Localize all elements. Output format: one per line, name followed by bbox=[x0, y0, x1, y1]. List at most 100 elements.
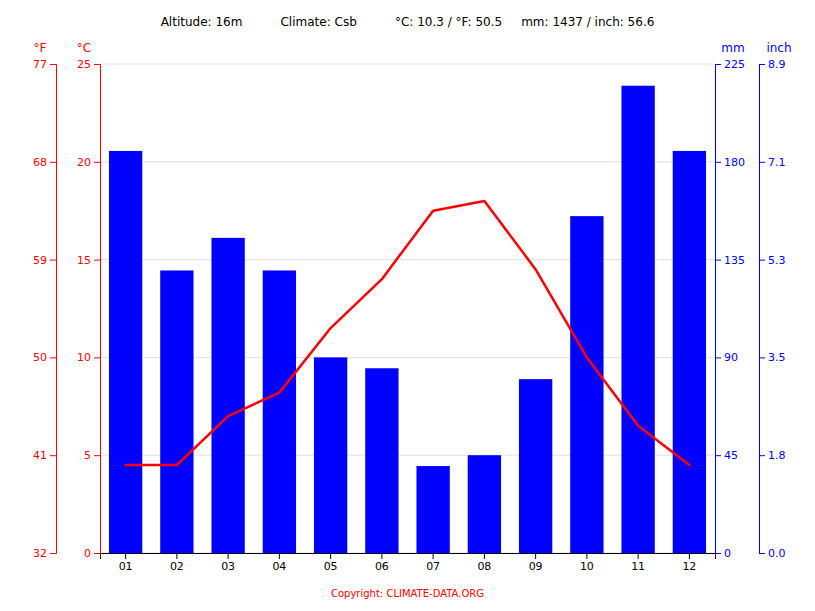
tick: 06 bbox=[375, 553, 389, 573]
tick-mark bbox=[759, 455, 765, 456]
tick-label: 0 bbox=[84, 547, 91, 560]
bar bbox=[416, 466, 449, 553]
bar bbox=[314, 357, 347, 553]
tick: 180 bbox=[715, 156, 745, 169]
tick-label: 8.9 bbox=[768, 58, 786, 71]
tick-mark bbox=[715, 455, 721, 456]
tick-label: 7.1 bbox=[768, 156, 786, 169]
tick-mark bbox=[759, 162, 765, 163]
tick-label: 90 bbox=[724, 351, 738, 364]
tick: 50 bbox=[33, 351, 56, 364]
grid bbox=[100, 64, 715, 553]
tick-label: 5.3 bbox=[768, 254, 786, 267]
tick-label: 03 bbox=[221, 560, 235, 573]
tick: 135 bbox=[715, 254, 745, 267]
tick-label: 59 bbox=[33, 254, 47, 267]
tick-label: 10 bbox=[580, 560, 594, 573]
tick: 5.3 bbox=[759, 254, 786, 267]
axis-title: mm bbox=[721, 41, 744, 55]
tick-label: 3.5 bbox=[768, 351, 786, 364]
tick: 68 bbox=[33, 156, 56, 169]
tick-mark bbox=[759, 260, 765, 261]
tick-mark bbox=[94, 260, 100, 261]
tick-label: 12 bbox=[682, 560, 696, 573]
tick-label: 06 bbox=[375, 560, 389, 573]
tick: 45 bbox=[715, 449, 738, 462]
axis-line bbox=[94, 65, 101, 554]
tick-label: 05 bbox=[324, 560, 338, 573]
y3-axis: 32 41 50 59 68 77 bbox=[33, 58, 57, 560]
axis-title: °C bbox=[77, 41, 91, 55]
bar bbox=[570, 216, 603, 553]
tick-mark bbox=[759, 64, 765, 65]
tick-label: 09 bbox=[529, 560, 543, 573]
chart: 0102030405060708091011120510152025324150… bbox=[0, 0, 815, 611]
tick: 59 bbox=[33, 254, 56, 267]
tick-label: 225 bbox=[724, 58, 745, 71]
axis-line bbox=[760, 65, 766, 554]
tick: 01 bbox=[119, 553, 133, 573]
tick-mark bbox=[94, 455, 100, 456]
tick-label: 20 bbox=[77, 156, 91, 169]
tick: 3.5 bbox=[759, 351, 786, 364]
tick-mark bbox=[586, 553, 587, 559]
tick-label: 32 bbox=[33, 547, 47, 560]
tick: 11 bbox=[631, 553, 645, 573]
tick-mark bbox=[759, 553, 765, 554]
tick-label: 0.0 bbox=[768, 547, 786, 560]
tick-mark bbox=[759, 357, 765, 358]
bar-series bbox=[109, 86, 706, 553]
tick-label: 5 bbox=[84, 449, 91, 462]
tick: 90 bbox=[715, 351, 738, 364]
tick-label: 25 bbox=[77, 58, 91, 71]
tick-label: 50 bbox=[33, 351, 47, 364]
tick: 5 bbox=[84, 449, 100, 462]
tick-label: 135 bbox=[724, 254, 745, 267]
tick-mark bbox=[228, 553, 229, 559]
tick-label: 04 bbox=[272, 560, 286, 573]
y2-axis: 0 45 90 135 180 225 bbox=[715, 58, 745, 560]
tick: 1.8 bbox=[759, 449, 786, 462]
axis-line bbox=[101, 554, 716, 560]
tick-mark bbox=[715, 162, 721, 163]
tick: 05 bbox=[324, 553, 338, 573]
tick-mark bbox=[381, 553, 382, 559]
tick-label: 0 bbox=[724, 547, 731, 560]
tick-mark bbox=[94, 162, 100, 163]
tick-mark bbox=[638, 553, 639, 559]
tick-mark bbox=[433, 553, 434, 559]
bar bbox=[621, 86, 654, 553]
axis-line bbox=[50, 65, 57, 554]
tick-mark bbox=[50, 455, 56, 456]
tick-mark bbox=[50, 260, 56, 261]
y4-axis: 0.0 1.8 3.5 5.3 7.1 8.9 bbox=[759, 58, 786, 560]
tick: 225 bbox=[715, 58, 745, 71]
tick-mark bbox=[689, 553, 690, 559]
tick-label: 07 bbox=[426, 560, 440, 573]
tick: 25 bbox=[77, 58, 100, 71]
bar bbox=[211, 238, 244, 553]
tick-mark bbox=[715, 260, 721, 261]
tick-label: 1.8 bbox=[768, 449, 786, 462]
tick-mark bbox=[715, 553, 721, 554]
bar bbox=[160, 270, 193, 553]
bar bbox=[109, 151, 142, 553]
tick-mark bbox=[50, 553, 56, 554]
marks bbox=[109, 86, 706, 553]
tick: 15 bbox=[77, 254, 100, 267]
grid-line bbox=[100, 64, 715, 65]
tick-mark bbox=[50, 162, 56, 163]
tick: 08 bbox=[477, 553, 491, 573]
bar bbox=[468, 455, 501, 553]
tick: 0 bbox=[84, 547, 100, 560]
tick-label: 68 bbox=[33, 156, 47, 169]
tick-label: 41 bbox=[33, 449, 47, 462]
tick-label: 180 bbox=[724, 156, 745, 169]
tick: 77 bbox=[33, 58, 56, 71]
tick: 20 bbox=[77, 156, 100, 169]
tick-mark bbox=[715, 357, 721, 358]
tick-mark bbox=[50, 357, 56, 358]
tick: 7.1 bbox=[759, 156, 786, 169]
axis-line bbox=[716, 65, 722, 554]
bar bbox=[673, 151, 706, 553]
